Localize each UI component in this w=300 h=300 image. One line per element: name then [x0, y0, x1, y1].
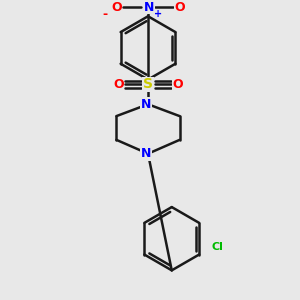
- Text: N: N: [144, 1, 154, 14]
- Text: N: N: [141, 98, 151, 111]
- Text: O: O: [113, 78, 124, 91]
- Text: -: -: [102, 8, 107, 21]
- Text: O: O: [172, 78, 183, 91]
- Text: N: N: [141, 147, 151, 160]
- Text: +: +: [154, 9, 162, 19]
- Text: S: S: [143, 77, 153, 92]
- Text: O: O: [174, 1, 185, 14]
- Text: Cl: Cl: [211, 242, 223, 252]
- Text: O: O: [111, 1, 122, 14]
